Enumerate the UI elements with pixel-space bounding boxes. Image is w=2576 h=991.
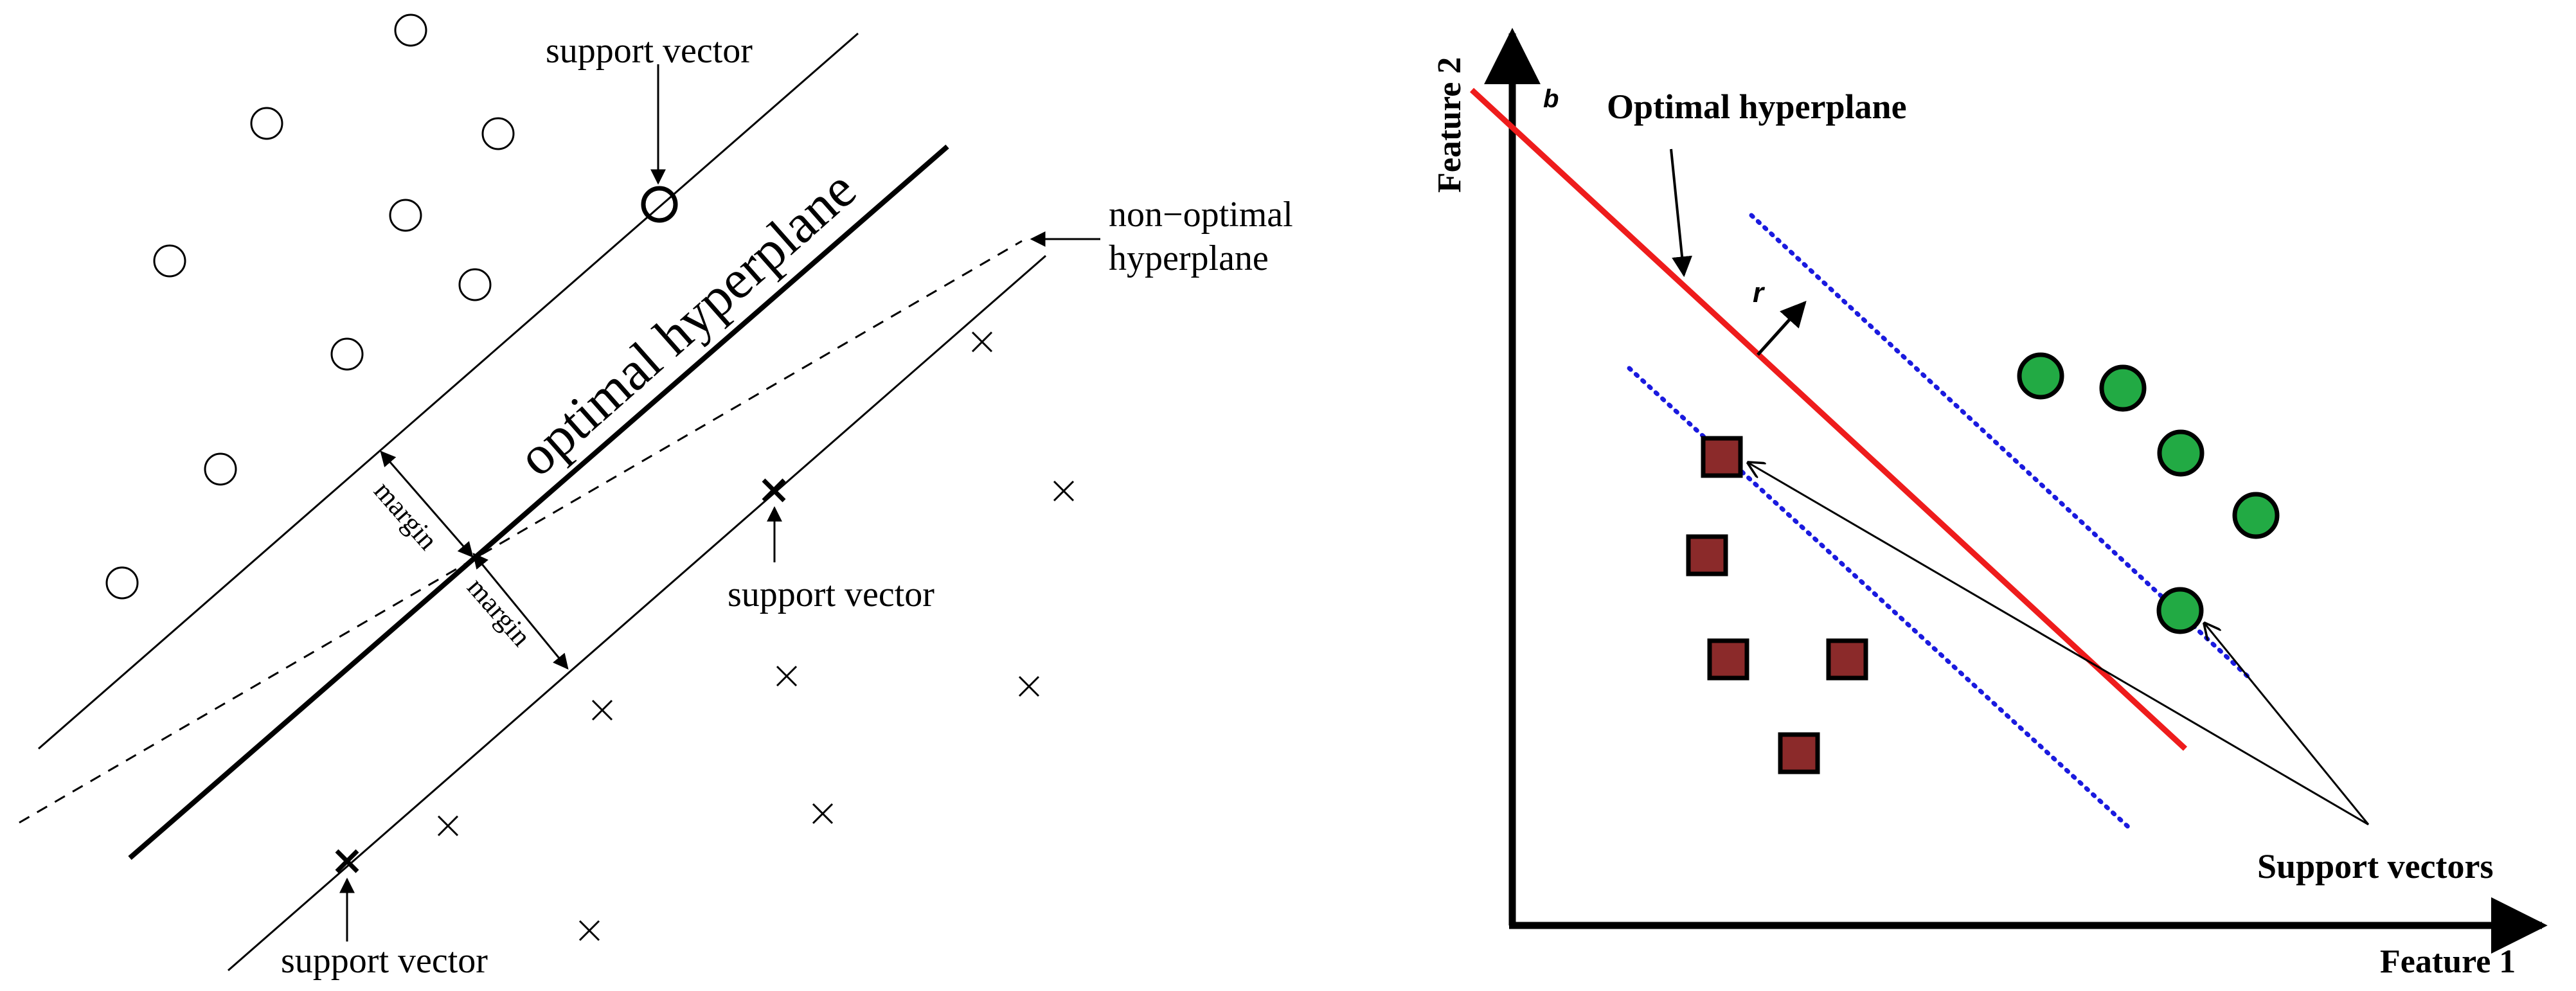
lower-margin-dotted-line (1627, 366, 2133, 832)
support-vector-label-middle: support vector (728, 575, 935, 614)
cross-point (578, 920, 600, 942)
class-b-points (437, 331, 1075, 942)
margin-arrow-upper (380, 451, 474, 558)
upper-margin-line (38, 32, 859, 750)
non-optimal-label-line2: hyperplane (1109, 238, 1269, 278)
green-point (2017, 352, 2064, 400)
circle-point (394, 13, 427, 47)
class-a-points (105, 13, 515, 600)
cross-point (437, 815, 459, 837)
circle-point (330, 337, 364, 371)
margin-label-upper: margin (368, 475, 443, 556)
lower-margin-line (228, 254, 1046, 972)
cross-point (1018, 675, 1040, 697)
circle-point (481, 117, 515, 150)
x-axis-label: Feature 1 (2380, 943, 2516, 980)
support-vector-label-bottom: support vector (281, 941, 488, 981)
cross-point (812, 803, 834, 825)
optimal-hyperplane-title: Optimal hyperplane (1607, 87, 1907, 126)
distance-r-arrow (1757, 301, 1807, 356)
right-svm-diagram: Feature 2 Feature 1 b r Optimal hyperpla… (1431, 28, 2548, 980)
support-vector-circle (641, 186, 678, 223)
intercept-b-label: b (1543, 85, 1559, 113)
class-green-points (2017, 352, 2280, 634)
square-point (1707, 638, 1749, 681)
hyperplane-label-arrow (1670, 148, 1692, 278)
green-point (2232, 492, 2280, 539)
left-svm-diagram: optimal hyperplane margin margin support… (19, 13, 1293, 981)
non-optimal-hyperplane-line (19, 240, 1023, 824)
circle-point (153, 244, 186, 278)
optimal-hyperplane-label: optimal hyperplane (506, 158, 868, 488)
green-point (2157, 429, 2205, 477)
support-vector-crosses (335, 478, 786, 873)
circle-point (105, 566, 139, 600)
y-axis-label: Feature 2 (1431, 57, 1468, 193)
support-vector-cross (335, 849, 359, 873)
green-point-support-vector (2156, 587, 2204, 634)
circle-point (389, 199, 422, 232)
cross-point (971, 331, 993, 353)
cross-point (1053, 480, 1075, 502)
square-point (1778, 732, 1820, 774)
square-point-support-vector (1701, 436, 1743, 478)
support-vectors-label: Support vectors (2257, 847, 2493, 886)
circle-point (204, 452, 237, 486)
square-point (1826, 638, 1868, 681)
cross-point (776, 665, 798, 687)
support-vector-cross (762, 478, 786, 503)
support-vector-arrow-square (1748, 463, 2369, 826)
square-point (1686, 534, 1728, 576)
optimal-hyperplane-line (128, 144, 949, 861)
optimal-hyperplane-red-line (1469, 87, 2188, 751)
circle-point (458, 268, 492, 301)
class-square-points (1686, 436, 1868, 774)
distance-r-label: r (1753, 277, 1766, 308)
support-vector-arrow-circle (2205, 623, 2370, 825)
green-point (2099, 364, 2147, 412)
non-optimal-label-line1: non−optimal (1109, 195, 1293, 235)
support-vector-label-top: support vector (546, 31, 753, 71)
margin-arrow-lower (472, 553, 569, 670)
cross-point (591, 699, 613, 721)
circle-point (250, 107, 283, 140)
